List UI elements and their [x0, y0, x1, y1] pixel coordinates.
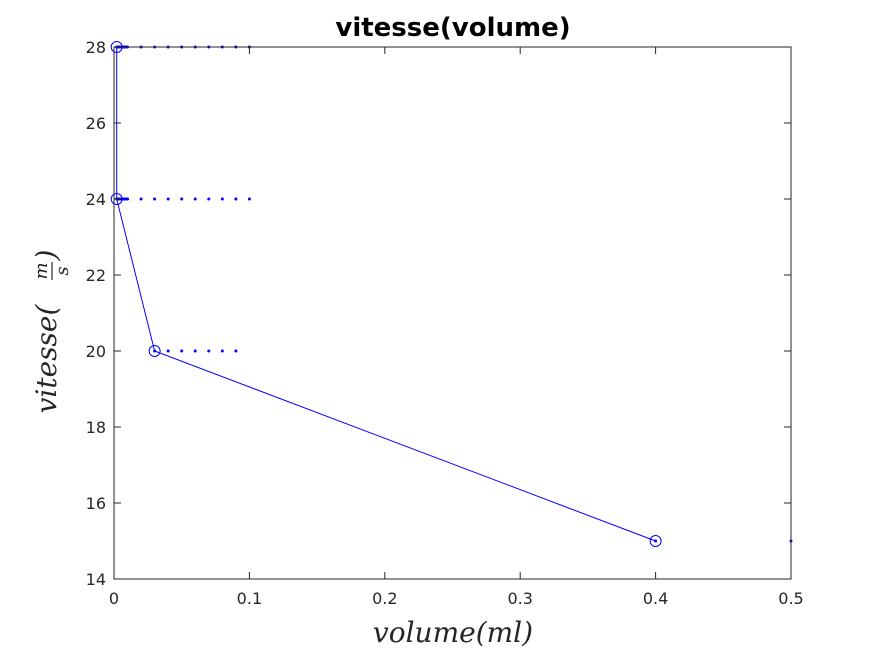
data-point-dot: [193, 197, 197, 201]
chart-title: vitesse(volume): [335, 13, 570, 43]
data-point-dot: [180, 197, 184, 201]
data-point-dot: [126, 197, 130, 201]
x-tick-label: 0: [109, 589, 119, 608]
y-axis-label-text: vitesse(: [30, 304, 63, 414]
data-point-dot: [166, 349, 170, 353]
series-2: [115, 197, 251, 201]
y-axis-label: vitesse( m s ): [30, 250, 73, 414]
data-point-dot: [207, 349, 211, 353]
y-axis-label-unit-numerator: m: [31, 262, 52, 279]
y-axis-label-unit-denominator: s: [52, 266, 73, 275]
data-point-dot: [193, 349, 197, 353]
data-point-dot: [234, 349, 238, 353]
data-point-dot: [234, 197, 238, 201]
data-point-dot: [153, 197, 157, 201]
y-tick-label: 16: [86, 494, 106, 513]
data-point-dot: [220, 197, 224, 201]
y-axis: 14 16 18 20 22 24 26 28: [86, 38, 791, 589]
x-axis: 0 0.1 0.2 0.3 0.4 0.5: [109, 47, 804, 608]
y-tick-label: 22: [86, 266, 106, 285]
y-tick-label: 26: [86, 114, 106, 133]
y-tick-label: 14: [86, 570, 106, 589]
x-tick-label: 0.4: [643, 589, 668, 608]
x-tick-label: 0.1: [237, 589, 262, 608]
data-point-dot: [166, 197, 170, 201]
y-tick-label: 24: [86, 190, 106, 209]
data-point-dot: [220, 349, 224, 353]
series-3: [153, 349, 238, 353]
data-point-dot: [139, 197, 143, 201]
y-tick-label: 20: [86, 342, 106, 361]
plot-background: [114, 47, 791, 579]
x-tick-label: 0.2: [372, 589, 397, 608]
data-point-dot: [207, 197, 211, 201]
x-tick-label: 0.5: [778, 589, 803, 608]
data-point-dot: [153, 349, 157, 353]
data-point-marker: [649, 535, 662, 547]
plot-area: [110, 41, 793, 580]
data-point-marker: [148, 345, 161, 357]
x-tick-label: 0.3: [507, 589, 532, 608]
x-axis-label: volume(ml): [373, 616, 533, 649]
y-tick-label: 28: [86, 38, 106, 57]
plot-frame: [113, 46, 792, 580]
series-1: [115, 45, 251, 49]
y-axis-label-close-paren: ): [30, 250, 63, 262]
data-point-dot: [654, 539, 658, 543]
y-tick-label: 18: [86, 418, 106, 437]
data-point-dot: [180, 349, 184, 353]
data-point-dot: [247, 197, 251, 201]
